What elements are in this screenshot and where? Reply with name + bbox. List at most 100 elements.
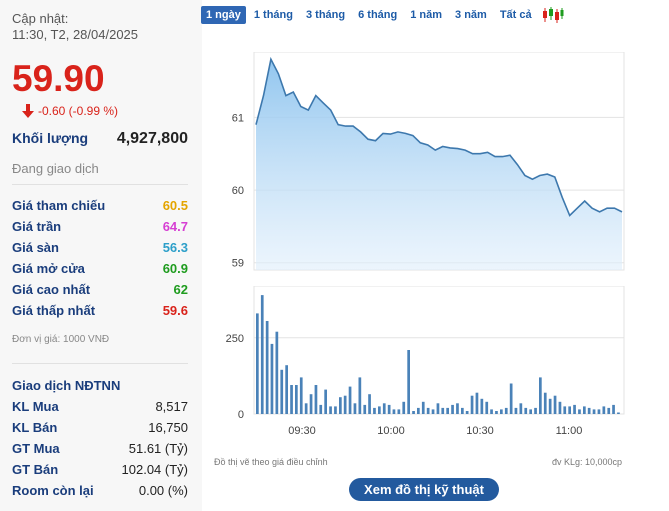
volume-bar — [514, 407, 518, 414]
y-tick-label: 59 — [232, 258, 244, 270]
volume-bar — [509, 383, 513, 414]
price-value: 60.9 — [162, 261, 188, 276]
volume-bar — [548, 398, 552, 414]
tab-6-months[interactable]: 6 tháng — [358, 8, 398, 21]
volume-bar — [612, 404, 615, 414]
volume-unit-note: đv KLg: 10,000cp — [552, 457, 623, 467]
volume-bar — [378, 406, 381, 414]
volume-bar — [568, 406, 571, 414]
price-value: 59.6 — [162, 303, 188, 318]
volume-bar — [397, 409, 401, 414]
volume-bar — [563, 406, 567, 414]
divider — [12, 184, 188, 185]
volume-bar — [256, 313, 259, 414]
price-change-row: -0.60 (-0.99 %) — [22, 104, 118, 118]
volume-bar — [329, 406, 332, 414]
volume-bar — [270, 343, 274, 414]
period-tabs: 1 ngày 1 tháng 3 tháng 6 tháng 1 năm 3 n… — [201, 5, 564, 24]
volume-bar — [280, 369, 284, 414]
unit-note: Đơn vị giá: 1000 VNĐ — [12, 334, 110, 345]
volume-bar — [421, 401, 425, 414]
volume-bar — [441, 407, 445, 414]
price-label: Giá thấp nhất — [12, 303, 96, 318]
price-label: Giá sàn — [12, 240, 59, 255]
volume-bar — [392, 409, 396, 414]
y-tick-label: 60 — [232, 185, 244, 197]
volume-bar — [602, 406, 606, 414]
volume-bar — [387, 404, 391, 414]
volume-bar — [480, 398, 484, 414]
x-tick-label: 11:00 — [556, 425, 583, 437]
volume-bar — [299, 377, 303, 414]
volume-bar — [495, 411, 498, 414]
x-tick-label: 10:00 — [377, 425, 405, 437]
plot-frame — [253, 286, 625, 415]
y-tick-label: 0 — [238, 409, 244, 421]
volume-bar — [358, 377, 362, 414]
arrow-down-icon — [22, 104, 34, 118]
foreign-label: KL Mua — [12, 399, 59, 414]
foreign-row: GT Bán 102.04 (Tỷ) — [12, 462, 188, 477]
tab-1-month[interactable]: 1 tháng — [253, 8, 293, 21]
volume-bar — [451, 404, 454, 414]
stock-summary-panel: Cập nhật: 11:30, T2, 28/04/2025 59.90 -0… — [0, 0, 202, 511]
volume-bar — [446, 407, 449, 414]
volume-bar — [309, 394, 313, 414]
price-row-open: Giá mở cửa 60.9 — [12, 261, 188, 276]
price-row-ceiling: Giá trần 64.7 — [12, 219, 188, 234]
volume-bar — [543, 392, 547, 414]
foreign-label: GT Mua — [12, 441, 60, 456]
volume-bar — [324, 389, 327, 414]
volume-bar — [334, 406, 337, 414]
price-change: -0.60 (-0.99 %) — [38, 104, 119, 118]
tab-1-year[interactable]: 1 năm — [410, 8, 443, 21]
foreign-row: GT Mua 51.61 (Tỷ) — [12, 441, 188, 456]
volume-bar — [597, 409, 601, 414]
volume-bar — [290, 385, 293, 414]
volume-bar — [339, 397, 342, 414]
price-label: Giá trần — [12, 219, 62, 234]
volume-bar — [368, 394, 371, 414]
volume-value: 4,927,800 — [116, 130, 188, 147]
update-label: Cập nhật: — [12, 11, 69, 26]
current-price: 59.90 — [12, 58, 105, 99]
volume-bar — [519, 403, 523, 414]
volume-bar — [436, 403, 440, 414]
volume-row: Khối lượng 4,927,800 — [12, 130, 188, 148]
tab-3-months[interactable]: 3 tháng — [305, 8, 346, 21]
volume-bar — [500, 409, 503, 414]
price-line — [255, 56, 623, 217]
technical-chart-button[interactable]: Xem đồ thị kỹ thuật — [349, 478, 499, 501]
intraday-volume-chart: 0 250 09:30 10:00 10:30 11:00 — [226, 286, 625, 437]
foreign-value: 0.00 (%) — [138, 483, 188, 498]
tab-1-day[interactable]: 1 ngày — [201, 5, 246, 24]
volume-bar — [353, 403, 357, 414]
price-row-ref: Giá tham chiếu 60.5 — [12, 198, 188, 213]
price-row-low: Giá thấp nhất 59.6 — [12, 303, 188, 318]
volume-bar — [529, 409, 532, 414]
volume-bar — [417, 407, 420, 414]
volume-bar — [470, 395, 474, 414]
volume-bar — [275, 331, 279, 414]
volume-bar — [465, 411, 469, 414]
price-label: Giá mở cửa — [12, 261, 85, 276]
tab-3-years[interactable]: 3 năm — [455, 8, 487, 21]
volume-bar — [490, 409, 493, 414]
volume-bar — [304, 403, 308, 414]
foreign-value: 8,517 — [155, 399, 188, 414]
volume-bar — [382, 403, 386, 414]
price-label: Giá tham chiếu — [12, 198, 106, 213]
volume-bar — [573, 404, 576, 414]
tab-all[interactable]: Tất cả — [499, 8, 532, 21]
price-label: Giá cao nhất — [12, 282, 91, 297]
trading-status: Đang giao dịch — [12, 161, 99, 176]
intraday-price-chart: 59 60 61 — [232, 52, 625, 271]
volume-bar — [587, 407, 591, 414]
x-tick-label: 09:30 — [288, 425, 316, 437]
price-row-high: Giá cao nhất 62 — [12, 282, 188, 297]
volume-bar — [343, 395, 347, 414]
candlestick-icon[interactable] — [542, 6, 564, 24]
volume-bar — [578, 409, 581, 414]
foreign-row: KL Bán 16,750 — [12, 420, 188, 435]
chart-note-adjusted: Đồ thị vẽ theo giá điều chỉnh — [214, 457, 328, 467]
